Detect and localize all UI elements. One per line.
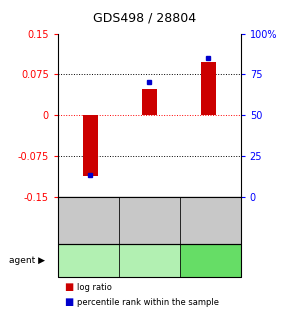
Text: IFNg: IFNg xyxy=(77,255,100,265)
Text: IL4: IL4 xyxy=(202,255,218,265)
Text: percentile rank within the sample: percentile rank within the sample xyxy=(77,298,219,307)
Bar xyxy=(83,115,98,176)
Text: GSM8749: GSM8749 xyxy=(84,200,93,240)
Text: ■: ■ xyxy=(64,297,73,307)
Text: GSM8754: GSM8754 xyxy=(145,200,154,240)
Bar xyxy=(201,62,216,115)
Text: GSM8759: GSM8759 xyxy=(206,200,215,240)
Text: log ratio: log ratio xyxy=(77,283,112,292)
Bar xyxy=(142,89,157,115)
Text: ■: ■ xyxy=(64,282,73,292)
Text: TNFa: TNFa xyxy=(137,255,162,265)
Text: agent ▶: agent ▶ xyxy=(9,256,45,265)
Text: GDS498 / 28804: GDS498 / 28804 xyxy=(93,12,197,25)
